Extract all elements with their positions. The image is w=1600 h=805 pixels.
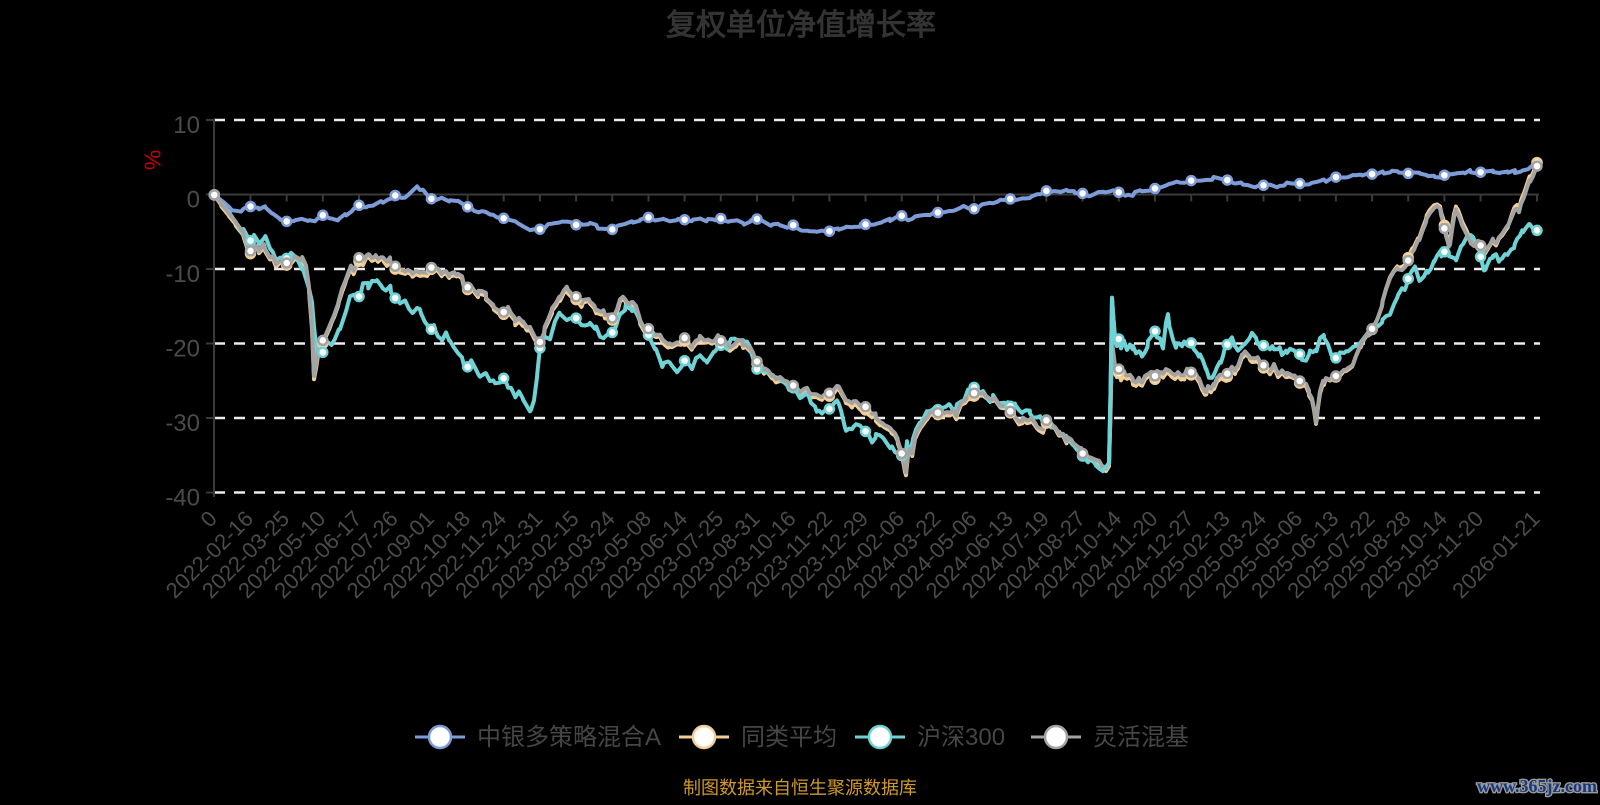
svg-text:%: % <box>140 150 166 170</box>
svg-text:0: 0 <box>187 187 200 214</box>
svg-text:中银多策略混合A: 中银多策略混合A <box>477 724 661 751</box>
svg-text:-10: -10 <box>165 261 200 288</box>
svg-text:www.365jz.com: www.365jz.com <box>1477 776 1597 796</box>
svg-text:制图数据来自恒生聚源数据库: 制图数据来自恒生聚源数据库 <box>683 778 917 798</box>
svg-text:灵活混基: 灵活混基 <box>1093 724 1189 751</box>
svg-text:复权单位净值增长率: 复权单位净值增长率 <box>666 8 936 42</box>
svg-text:-20: -20 <box>165 336 200 363</box>
svg-text:沪深300: 沪深300 <box>917 724 1005 751</box>
svg-text:-40: -40 <box>165 485 200 512</box>
svg-text:同类平均: 同类平均 <box>741 724 837 751</box>
svg-text:-30: -30 <box>165 410 200 437</box>
svg-text:10: 10 <box>173 112 200 139</box>
